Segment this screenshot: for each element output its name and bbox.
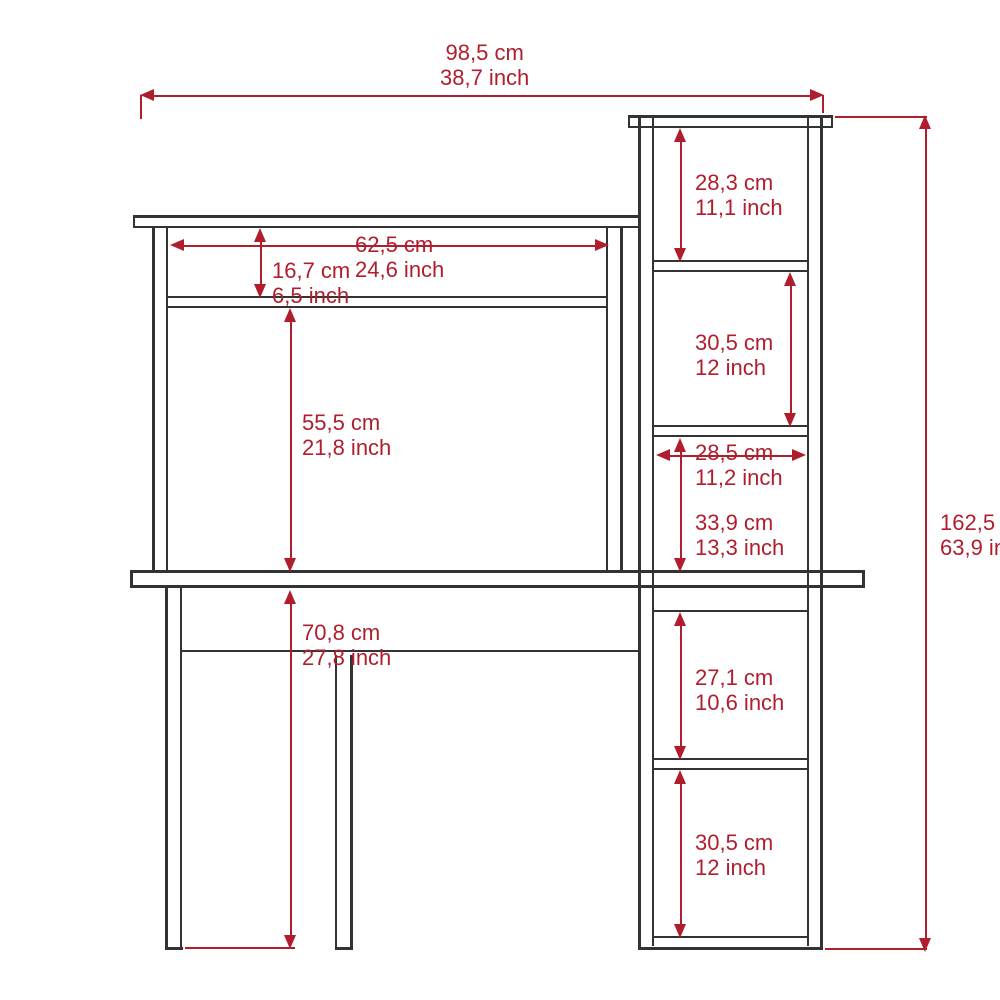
shelf-left-vertical xyxy=(638,115,641,950)
hutch-top-under xyxy=(133,226,638,228)
shelf-2b xyxy=(654,435,807,437)
right-leg-inner xyxy=(335,655,337,948)
arrow-icon xyxy=(674,746,686,760)
dim-desk-hutch-label: 55,5 cm 21,8 inch xyxy=(302,410,391,461)
right-leg-bottom xyxy=(335,947,353,950)
dim-shelf2-line xyxy=(790,282,792,415)
arrow-icon xyxy=(674,558,686,572)
dim-hutch-width-label: 62,5 cm 24,6 inch xyxy=(355,232,444,283)
arrow-icon xyxy=(674,924,686,938)
arrow-icon xyxy=(254,284,266,298)
technical-drawing: 98,5 cm 38,7 inch 162,5 cm 63,9 inch 62,… xyxy=(0,0,1000,1000)
dim-overall-height-line xyxy=(925,125,927,940)
dim-tick xyxy=(185,947,295,949)
dim-hutch-height-label: 16,7 cm 6,5 inch xyxy=(272,258,350,309)
dim-tick xyxy=(822,95,824,113)
dim-leg-label: 70,8 cm 27,8 inch xyxy=(302,620,391,671)
arrow-icon xyxy=(284,308,296,322)
dim-shelf3-line xyxy=(680,448,682,560)
left-leg-inner xyxy=(180,588,182,948)
dim-shelf-width-label: 28,5 cm 11,2 inch xyxy=(695,440,783,491)
arrow-icon xyxy=(784,413,796,427)
hutch-left-v-outer xyxy=(152,228,155,570)
arrow-icon xyxy=(674,248,686,262)
arrow-icon xyxy=(674,438,686,452)
arrow-icon xyxy=(284,590,296,604)
desk-surface-bottom xyxy=(130,585,865,588)
shelf-bottom xyxy=(638,947,823,950)
arrow-icon xyxy=(784,272,796,286)
dim-overall-height-label: 162,5 cm 63,9 inch xyxy=(940,510,1000,561)
arrow-icon xyxy=(656,449,670,461)
shelf-top-cap xyxy=(628,115,833,118)
desk-surface-endcap-r xyxy=(862,570,865,588)
arrow-icon xyxy=(792,449,806,461)
hutch-shelf-b xyxy=(168,306,606,308)
dim-shelf4-label: 27,1 cm 10,6 inch xyxy=(695,665,784,716)
apron xyxy=(182,650,638,652)
hutch-shelf xyxy=(168,296,606,298)
dim-shelf-top-line xyxy=(680,138,682,250)
arrow-icon xyxy=(595,239,609,251)
dim-shelf4-line xyxy=(680,622,682,748)
dim-shelf3-label: 33,9 cm 13,3 inch xyxy=(695,510,784,561)
arrow-icon xyxy=(284,558,296,572)
dim-overall-width-line xyxy=(150,95,820,97)
shelf-left-vertical-inner xyxy=(652,118,654,946)
right-leg-outer xyxy=(350,655,353,950)
hutch-right-v-outer xyxy=(620,228,623,570)
dim-shelf5-label: 30,5 cm 12 inch xyxy=(695,830,773,881)
hutch-top-endcap xyxy=(133,215,135,228)
arrow-icon xyxy=(674,612,686,626)
dim-tick xyxy=(140,95,142,119)
hutch-top xyxy=(133,215,638,218)
arrow-icon xyxy=(170,239,184,251)
dim-leg-line xyxy=(290,600,292,937)
desk-surface-top xyxy=(130,570,865,573)
dim-tick xyxy=(835,116,927,118)
dim-shelf-top-label: 28,3 cm 11,1 inch xyxy=(695,170,783,221)
shelf-right-vertical xyxy=(807,118,809,946)
left-leg-bottom xyxy=(165,947,183,950)
arrow-icon xyxy=(674,770,686,784)
dim-shelf2-label: 30,5 cm 12 inch xyxy=(695,330,773,381)
shelf-right-vertical-outer xyxy=(820,115,823,950)
dim-tick xyxy=(825,948,927,950)
dim-shelf5-line xyxy=(680,780,682,926)
dim-desk-hutch-line xyxy=(290,318,292,560)
desk-surface-endcap-l xyxy=(130,570,133,588)
left-leg-outer xyxy=(165,588,168,950)
dim-overall-width-label: 98,5 cm 38,7 inch xyxy=(440,40,529,91)
arrow-icon xyxy=(254,228,266,242)
dim-hutch-height-line xyxy=(260,238,262,288)
shelf-top-cap-left xyxy=(628,115,630,128)
shelf-top-cap-right xyxy=(831,115,833,128)
arrow-icon xyxy=(140,89,154,101)
arrow-icon xyxy=(674,128,686,142)
shelf-top-cap-under xyxy=(628,126,833,128)
hutch-left-v-inner xyxy=(166,228,168,570)
hutch-right-v-inner xyxy=(606,228,608,570)
